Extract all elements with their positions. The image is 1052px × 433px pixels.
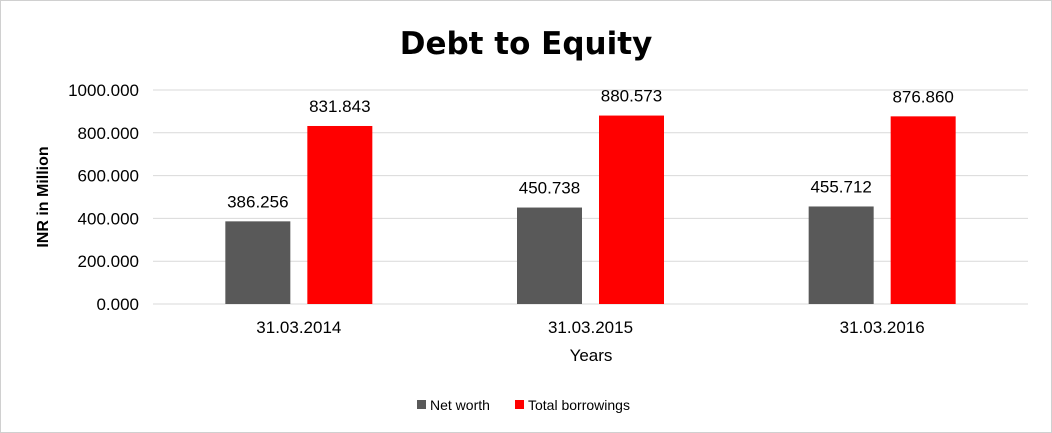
legend-label: Total borrowings bbox=[528, 397, 630, 413]
x-category-label: 31.03.2014 bbox=[256, 318, 341, 337]
x-axis-categories: 31.03.2014 31.03.2015 31.03.2016 bbox=[256, 318, 924, 337]
data-label: 880.573 bbox=[601, 87, 662, 106]
y-tick-label: 200.000 bbox=[78, 252, 139, 271]
x-category-label: 31.03.2016 bbox=[840, 318, 925, 337]
data-label: 450.738 bbox=[519, 179, 580, 198]
legend: Net worth Total borrowings bbox=[417, 397, 630, 413]
data-label: 831.843 bbox=[309, 97, 370, 116]
gridlines bbox=[153, 89, 1028, 305]
chart-title: Debt to Equity bbox=[400, 26, 653, 62]
x-category-label: 31.03.2015 bbox=[548, 318, 633, 337]
x-axis-title: Years bbox=[570, 346, 613, 365]
bar-total-borrowings-1 bbox=[599, 115, 664, 305]
legend-label: Net worth bbox=[430, 397, 490, 413]
data-label: 386.256 bbox=[227, 192, 288, 211]
legend-swatch-total-borrowings bbox=[515, 400, 524, 409]
y-axis-ticks: 0.000 200.000 400.000 600.000 800.000 1000.00… bbox=[68, 81, 139, 314]
bars bbox=[225, 115, 956, 305]
y-tick-label: 800.000 bbox=[78, 124, 139, 143]
y-tick-label: 600.000 bbox=[78, 167, 139, 186]
data-labels: 386.256 831.843 450.738 880.573 455.712 876.8… bbox=[227, 87, 954, 212]
y-tick-label: 0.000 bbox=[96, 295, 139, 314]
data-label: 876.860 bbox=[892, 87, 953, 106]
y-tick-label: 1000.000 bbox=[68, 81, 139, 100]
data-label: 455.712 bbox=[810, 177, 871, 196]
legend-swatch-net-worth bbox=[417, 400, 426, 409]
bar-total-borrowings-2 bbox=[890, 116, 956, 304]
bar-total-borrowings-0 bbox=[307, 125, 373, 304]
y-tick-label: 400.000 bbox=[78, 209, 139, 228]
bar-net-worth-1 bbox=[517, 207, 582, 304]
y-axis-title: INR in Million bbox=[35, 146, 52, 247]
bar-net-worth-0 bbox=[225, 221, 291, 304]
bar-net-worth-2 bbox=[808, 206, 874, 304]
